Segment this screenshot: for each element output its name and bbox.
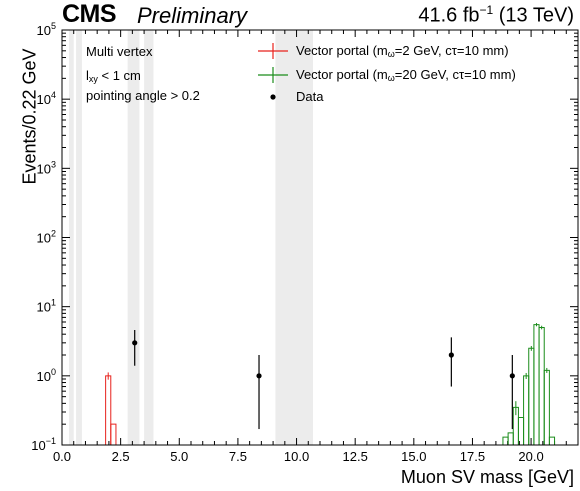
veto-band-0 <box>69 30 74 445</box>
x-axis: 0.0 2.5 5.0 7.5 10.0 12.5 15.0 17.5 20.0 <box>53 30 544 464</box>
lumi-value: 41.6 fb <box>418 4 480 27</box>
data-point-3 <box>509 373 515 379</box>
y-tick-label: 101 <box>37 298 56 315</box>
veto-band-4 <box>275 30 313 445</box>
hist-bin-3 <box>517 416 525 445</box>
hist-bin-6 <box>533 324 540 445</box>
legend-sub: ω <box>387 49 395 59</box>
cut-label-vertex: Multi vertex <box>86 44 153 59</box>
hist-bin-1 <box>507 432 514 445</box>
y-tick-label: 100 <box>37 367 56 384</box>
hist-bin-8 <box>543 369 550 445</box>
legend-entry-signal-2gev: Vector portal (mω=2 GeV, cτ=10 mm) <box>296 43 509 59</box>
legend-markers <box>258 43 288 100</box>
x-tick-label: 2.5 <box>112 449 130 464</box>
y-tick-label: 103 <box>37 159 56 176</box>
hist-bin-1 <box>110 423 117 445</box>
minor-ticks <box>62 30 578 445</box>
x-axis-label: Muon SV mass [GeV] <box>400 467 574 487</box>
x-tick-label: 7.5 <box>229 449 247 464</box>
experiment-label: CMS <box>62 0 117 28</box>
hist-bin-4 <box>523 375 530 445</box>
legend-prefix: Vector portal (m <box>296 43 388 58</box>
legend-mass-1: =2 GeV, cτ=10 mm) <box>394 43 509 58</box>
data-point-1 <box>256 373 262 379</box>
x-tick-label: 20.0 <box>518 449 543 464</box>
y-tick-label: 104 <box>37 90 56 107</box>
cut-var-sub: xy <box>88 74 98 84</box>
data-point-0 <box>132 340 138 346</box>
hist-bin-5 <box>528 347 535 445</box>
lumi-label: 41.6 fb−1 (13 TeV) <box>418 3 574 28</box>
status-label: Preliminary <box>137 3 248 28</box>
series-data <box>132 329 515 430</box>
cut-label-pointing: pointing angle > 0.2 <box>86 88 200 103</box>
plot-frame <box>61 29 579 446</box>
y-tick-label: 102 <box>37 229 56 246</box>
veto-band-1 <box>76 30 82 445</box>
x-tick-label: 5.0 <box>170 449 188 464</box>
x-tick-label: 12.5 <box>343 449 368 464</box>
legend-mass-2: =20 GeV, cτ=10 mm) <box>394 67 516 82</box>
cut-lxy-value: < 1 cm <box>101 68 141 83</box>
legend-prefix: Vector portal (m <box>296 67 388 82</box>
series-signal-20gev <box>502 323 556 445</box>
legend-entry-data: Data <box>296 89 324 104</box>
cut-var-base: l <box>86 68 89 83</box>
x-tick-label: 10.0 <box>284 449 309 464</box>
data-point-2 <box>448 352 454 358</box>
hist-bin-0 <box>105 375 112 445</box>
x-tick-label: 0.0 <box>53 449 71 464</box>
lumi-exponent: −1 <box>479 3 494 17</box>
y-axis: 10−1 100 101 102 103 104 105 <box>31 21 578 453</box>
legend-sub: ω <box>387 73 395 83</box>
veto-bands <box>69 30 313 445</box>
hist-bin-7 <box>538 326 545 445</box>
legend-entry-signal-20gev: Vector portal (mω=20 GeV, cτ=10 mm) <box>296 67 516 83</box>
series-signal-2gev <box>105 372 117 445</box>
y-tick-label: 10−1 <box>31 436 56 453</box>
hist-bin-9 <box>548 436 556 445</box>
x-tick-label: 15.0 <box>401 449 426 464</box>
veto-band-3 <box>144 30 154 445</box>
y-axis-label: Events/0.22 GeV <box>19 48 40 185</box>
x-tick-label: 17.5 <box>460 449 485 464</box>
legend-marker-data <box>270 94 276 100</box>
lumi-energy: (13 TeV) <box>498 4 574 27</box>
cut-label-lxy: lxy < 1 cm <box>86 68 141 84</box>
y-tick-label: 105 <box>37 21 56 38</box>
veto-band-2 <box>127 30 140 445</box>
